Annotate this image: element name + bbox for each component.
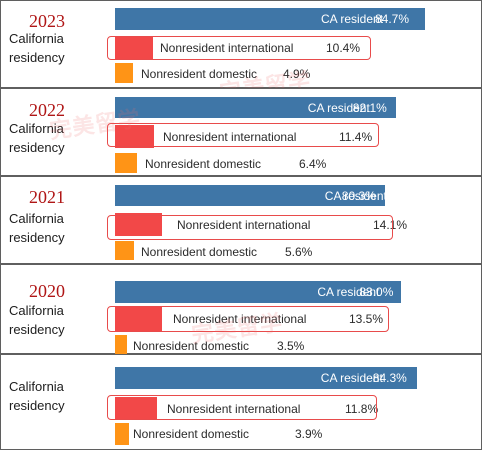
value-nonresident-international: 11.4% [339, 130, 373, 144]
label-nonresident-domestic: Nonresident domestic [141, 67, 258, 81]
bar-ca-resident [115, 281, 402, 303]
label-ca-resident: CA resident [324, 189, 387, 203]
value-nonresident-domestic: 3.5% [277, 339, 305, 353]
bar-nonresident-international [115, 307, 162, 331]
bar-nonresident-international [115, 213, 163, 236]
bar-nonresident-international [115, 36, 154, 59]
label-nonresident-domestic: Nonresident domestic [145, 157, 262, 171]
value-ca-resident: 80.3% [341, 189, 376, 203]
value-nonresident-international: 14.1% [373, 218, 408, 232]
label-nonresident-domestic: Nonresident domestic [133, 339, 250, 353]
chart-subtitle: California residency [9, 211, 65, 245]
bar-ca-resident [115, 185, 385, 206]
highlight-box-nonresident-international [107, 36, 371, 60]
bar-nonresident-international [115, 397, 158, 420]
chart-subtitle: California residency [9, 121, 65, 155]
highlight-box-nonresident-international [107, 306, 389, 332]
chart-year: 2023 [29, 11, 65, 31]
value-nonresident-international: 10.4% [326, 41, 361, 55]
chart-subtitle: California residency [9, 31, 65, 65]
bar-ca-resident [115, 8, 425, 30]
chart-panel: 2022 California residency CA resident 82.1%… [0, 88, 482, 176]
label-nonresident-domestic: Nonresident domestic [133, 427, 250, 441]
chart-panel: California residency CA resident 84.3% Nonr… [0, 354, 482, 450]
highlight-box-nonresident-international [107, 395, 377, 420]
value-nonresident-domestic: 5.6% [285, 245, 313, 259]
value-ca-resident: 83.0% [359, 285, 394, 299]
chart-year: 2021 [29, 187, 65, 207]
chart-year: 2020 [29, 281, 65, 301]
value-nonresident-domestic: 6.4% [299, 157, 327, 171]
bar-nonresident-international [115, 125, 154, 148]
bar-nonresident-domestic [115, 63, 133, 83]
chart-subtitle: California residency [9, 379, 65, 413]
value-nonresident-domestic: 4.9% [283, 67, 311, 81]
bar-ca-resident [115, 97, 396, 118]
value-ca-resident: 84.7% [375, 12, 410, 26]
value-nonresident-international: 13.5% [349, 312, 384, 326]
label-nonresident-international: Nonresident international [160, 41, 294, 55]
chart-subtitle: California residency [9, 303, 65, 337]
label-ca-resident: CA resident [321, 12, 384, 26]
label-nonresident-domestic: Nonresident domestic [141, 245, 258, 259]
label-ca-resident: CA resident [307, 101, 370, 115]
chart-year: 2022 [29, 100, 65, 120]
highlight-box-nonresident-international [107, 123, 379, 147]
highlight-box-nonresident-international [107, 215, 393, 240]
chart-panel: 2021 California residency CA resident 80.3%… [0, 176, 482, 264]
value-nonresident-international: 11.8% [345, 402, 379, 416]
label-nonresident-international: Nonresident international [177, 218, 311, 232]
chart-panel: 2020 California residency CA resident 83.0%… [0, 264, 482, 356]
bar-nonresident-domestic [115, 335, 128, 356]
value-ca-resident: 84.3% [372, 371, 407, 385]
label-ca-resident: CA resident [317, 285, 380, 299]
bar-ca-resident [115, 367, 417, 389]
value-nonresident-domestic: 3.9% [295, 427, 323, 441]
bar-nonresident-domestic [115, 241, 134, 260]
bar-nonresident-domestic [115, 153, 137, 173]
label-nonresident-international: Nonresident international [167, 402, 301, 416]
label-nonresident-international: Nonresident international [173, 312, 307, 326]
label-ca-resident: CA resident [320, 371, 383, 385]
chart-panel: 2023 California residency CA resident 84.7%… [0, 0, 482, 105]
bar-nonresident-domestic [115, 423, 129, 445]
label-nonresident-international: Nonresident international [163, 130, 297, 144]
value-ca-resident: 82.1% [352, 101, 387, 115]
